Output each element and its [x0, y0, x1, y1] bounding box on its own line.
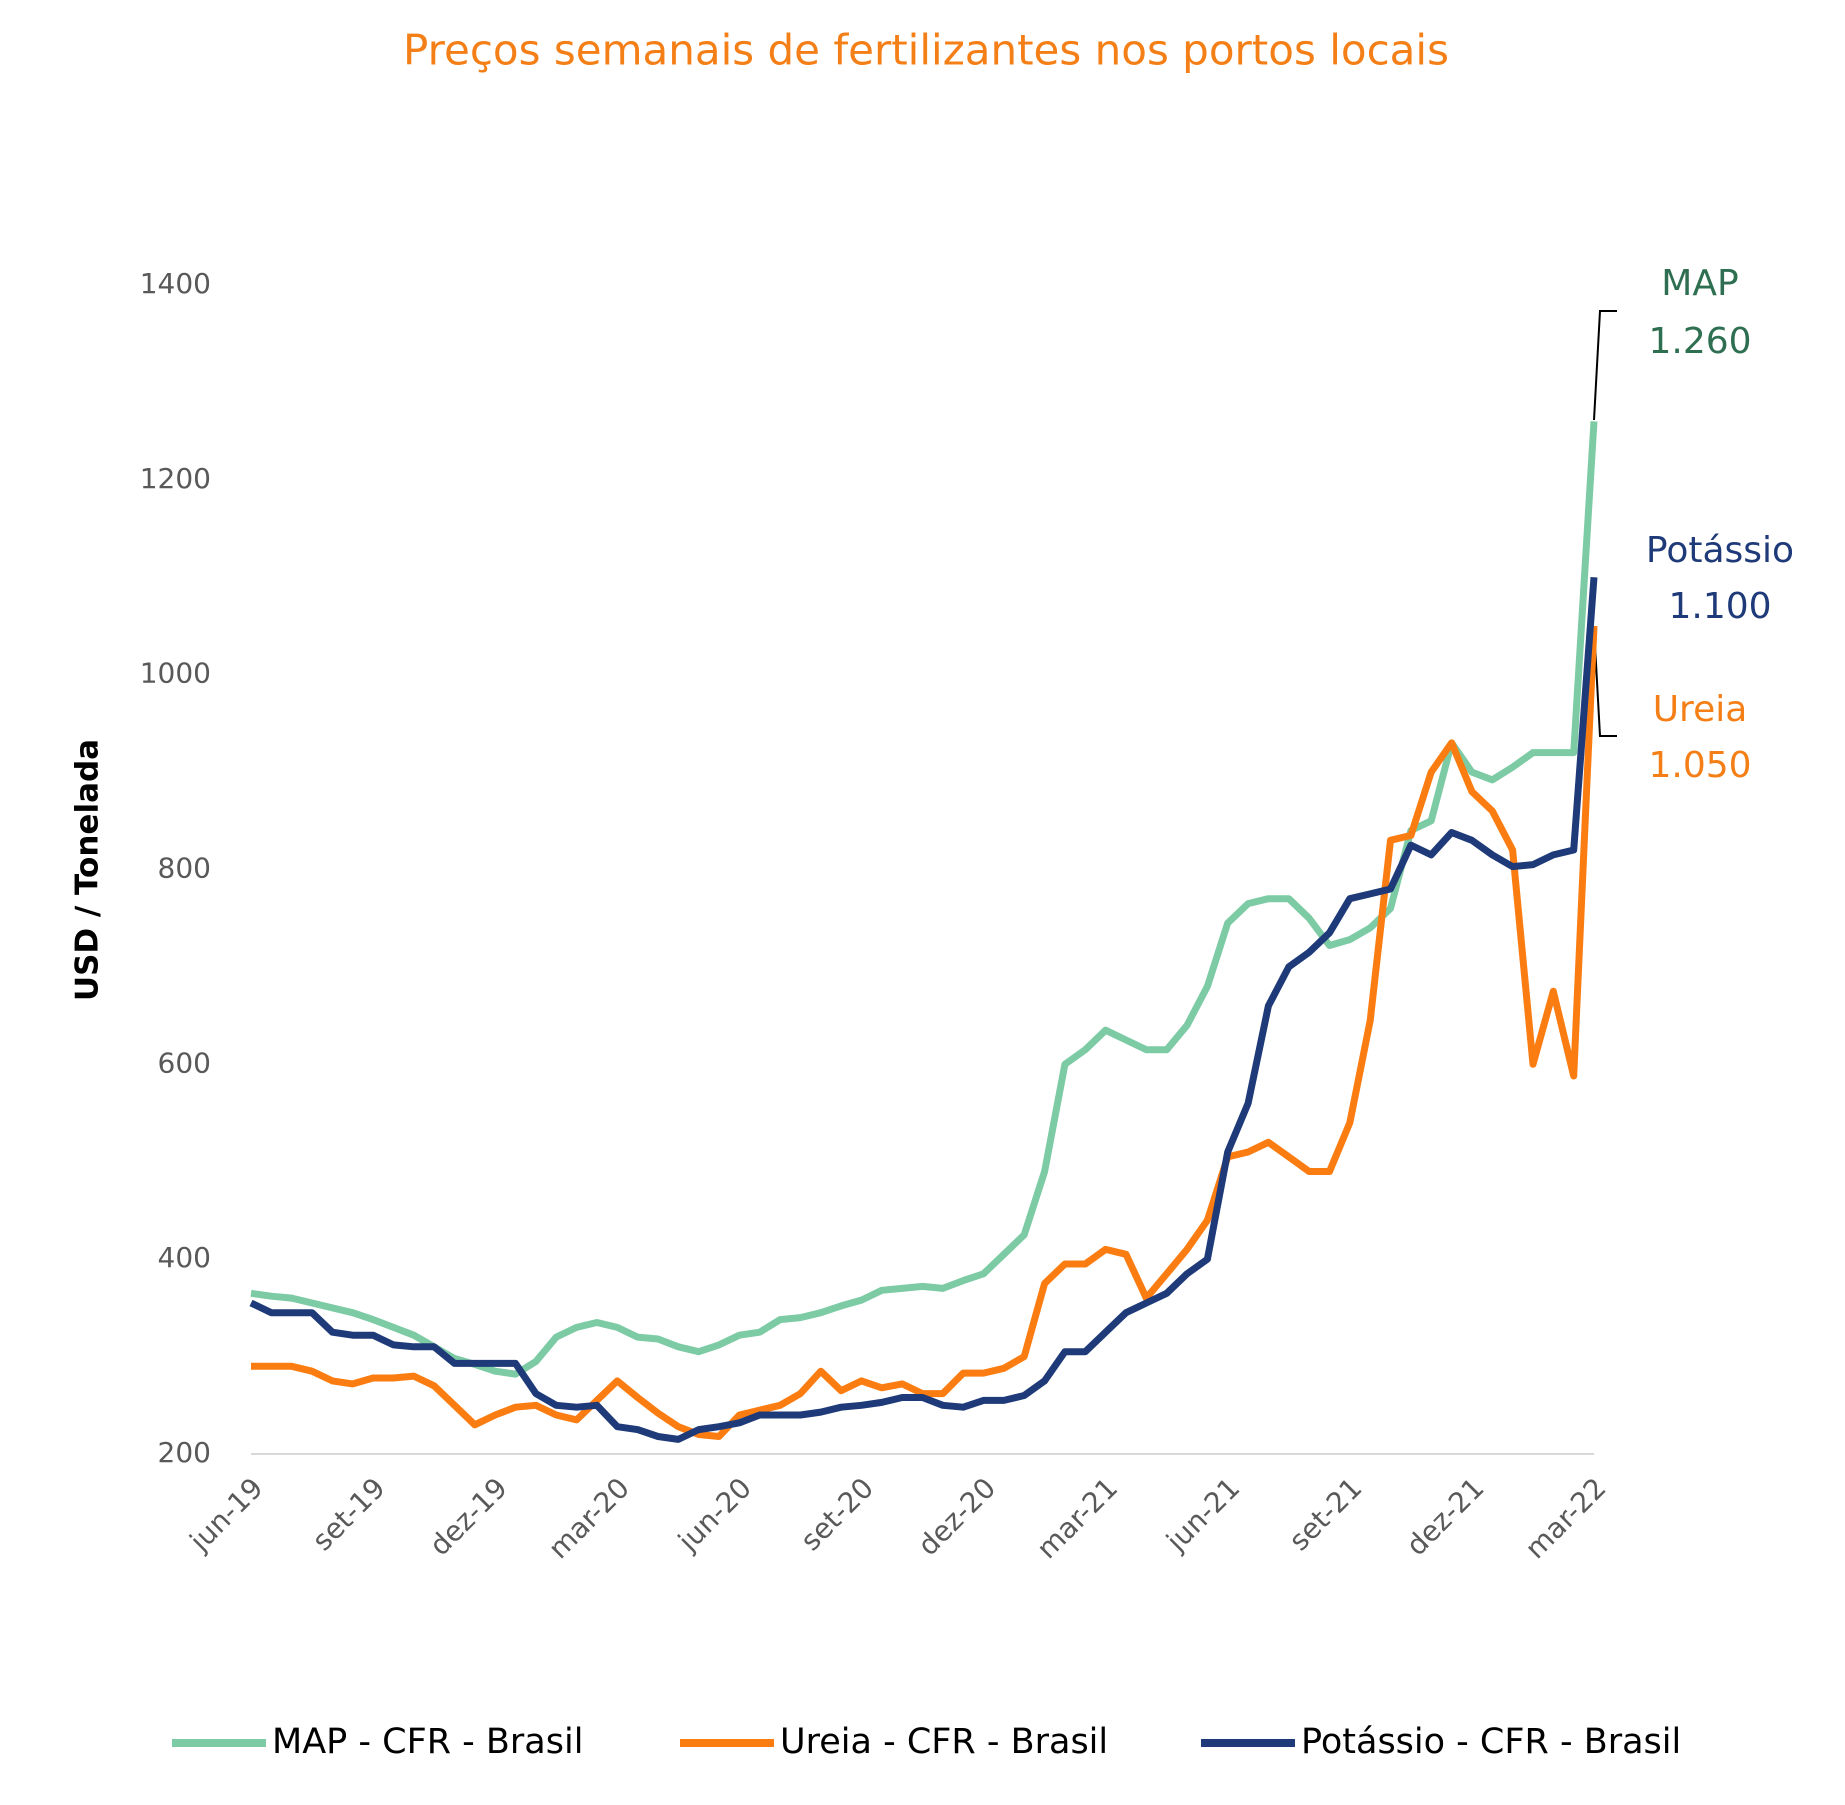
line-series: [251, 625, 1598, 1440]
y-tick-label: 1200: [140, 462, 211, 495]
x-tick-label: dez-21: [1400, 1471, 1491, 1562]
x-tick-label: jun-19: [183, 1471, 270, 1558]
line-series: [249, 577, 1598, 1443]
annotation-name: Ureia: [1653, 689, 1748, 730]
legend-label: MAP - CFR - Brasil: [272, 1722, 583, 1762]
annotation-value: 1.260: [1648, 321, 1751, 362]
y-tick-label: 1400: [140, 267, 211, 300]
annotation-name: MAP: [1661, 263, 1738, 304]
y-tick-label: 400: [158, 1241, 211, 1274]
x-tick-label: set-20: [794, 1471, 880, 1557]
annotation-value: 1.050: [1648, 745, 1751, 786]
y-axis-label: USD / Tonelada: [70, 739, 106, 1001]
y-tick-label: 200: [158, 1436, 211, 1469]
y-tick-label: 600: [158, 1046, 211, 1079]
y-tick-label: 800: [158, 852, 211, 885]
x-tick-label: jun-21: [1159, 1471, 1246, 1558]
x-tick-label: mar-21: [1030, 1471, 1124, 1565]
x-tick-label: mar-20: [542, 1471, 636, 1565]
callout-line: [1593, 310, 1617, 421]
legend-label: Ureia - CFR - Brasil: [780, 1722, 1108, 1762]
x-tick-label: set-19: [306, 1471, 392, 1557]
x-tick-label: mar-22: [1519, 1471, 1613, 1565]
x-tick-label: dez-20: [911, 1471, 1002, 1562]
legend-label: Potássio - CFR - Brasil: [1301, 1722, 1681, 1762]
y-tick-label: 1000: [140, 657, 211, 690]
x-tick-label: jun-20: [671, 1471, 758, 1558]
chart-title: Preços semanais de fertilizantes nos por…: [403, 26, 1449, 75]
x-tick-label: dez-19: [423, 1471, 514, 1562]
annotation-name: Potássio: [1646, 530, 1794, 571]
annotation-value: 1.100: [1668, 586, 1771, 627]
line-series: [250, 421, 1598, 1378]
callout-line: [1593, 626, 1617, 737]
x-tick-label: set-21: [1282, 1471, 1368, 1557]
